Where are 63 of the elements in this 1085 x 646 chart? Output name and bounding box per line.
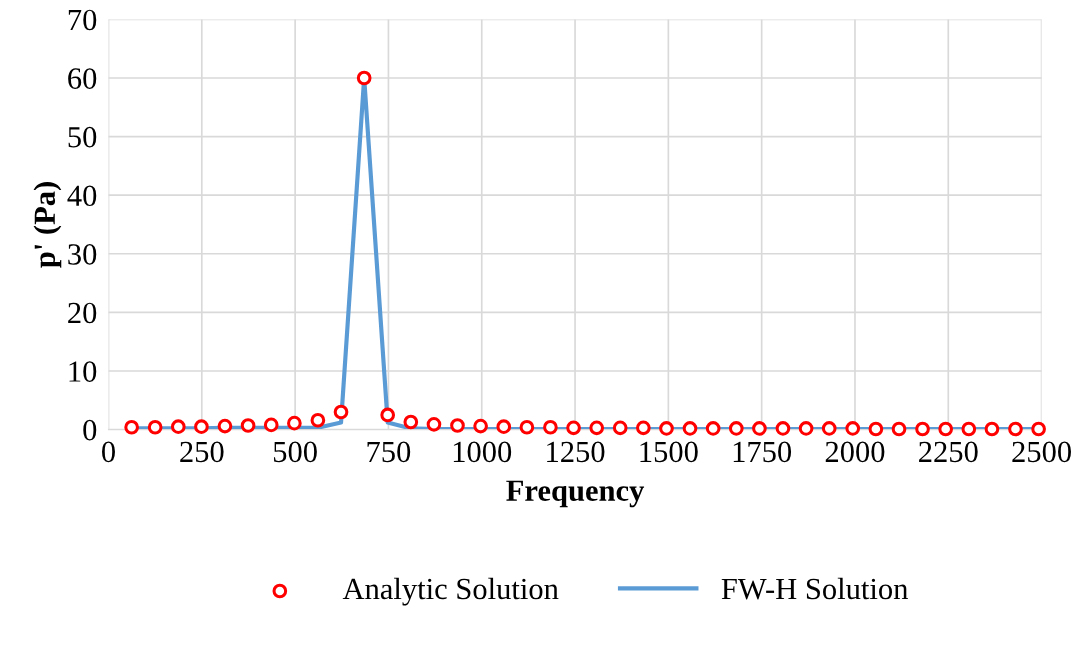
point	[915, 421, 930, 437]
point	[612, 420, 628, 436]
x-tick-label: 1750	[733, 441, 792, 463]
point	[450, 418, 465, 433]
point	[263, 417, 279, 433]
y-tick-label: 40	[67, 185, 97, 207]
y-tick-label: 60	[68, 68, 97, 89]
point	[682, 421, 698, 436]
x-tick-label: 1250	[547, 441, 605, 463]
point	[543, 419, 558, 435]
point	[519, 419, 535, 435]
point	[961, 421, 977, 437]
point	[728, 421, 744, 436]
point	[636, 420, 651, 436]
point	[1008, 421, 1023, 437]
point	[775, 421, 791, 436]
point	[124, 419, 139, 435]
point	[821, 421, 837, 436]
x-tick-label: 2250	[919, 441, 978, 463]
point	[310, 412, 326, 428]
point	[240, 418, 256, 433]
point	[1031, 421, 1046, 437]
x-tick-label: 500	[273, 441, 317, 463]
x-axis-title: Frequency	[506, 480, 645, 508]
x-tick-label: 1500	[640, 441, 698, 463]
point	[891, 421, 907, 437]
legend-label: Analytic Solution	[342, 577, 559, 606]
point	[426, 416, 442, 432]
point	[984, 421, 1000, 437]
point	[147, 419, 163, 435]
point	[380, 407, 396, 423]
y-tick-label: 10	[69, 361, 97, 382]
point	[938, 421, 954, 437]
point	[566, 420, 581, 436]
point	[217, 418, 233, 434]
point	[473, 418, 488, 434]
x-tick-label: 0	[102, 441, 115, 463]
point	[752, 421, 767, 436]
point	[403, 414, 419, 430]
y-axis-title: p' (Pa)	[33, 182, 62, 268]
point	[659, 421, 674, 436]
x-tick-label: 750	[367, 441, 411, 463]
legend-label: FW-H Solution	[721, 577, 908, 600]
point	[170, 419, 186, 434]
y-tick-label: 30	[68, 244, 97, 265]
y-tick-label: 0	[83, 419, 97, 441]
point	[356, 70, 372, 86]
y-tick-label: 50	[68, 126, 97, 148]
point	[194, 419, 209, 434]
point	[333, 404, 349, 420]
y-tick-label: 20	[68, 302, 97, 324]
point	[845, 421, 861, 436]
point	[496, 419, 512, 434]
x-tick-label: 2000	[825, 441, 885, 463]
point	[798, 421, 814, 436]
x-tick-label: 250	[180, 441, 224, 463]
point	[287, 415, 302, 431]
point	[589, 420, 605, 436]
x-tick-label: 1000	[453, 441, 512, 463]
x-tick-label: 2500	[1012, 441, 1071, 463]
point	[868, 421, 884, 437]
point	[705, 421, 721, 436]
y-tick-label: 70	[68, 9, 97, 31]
